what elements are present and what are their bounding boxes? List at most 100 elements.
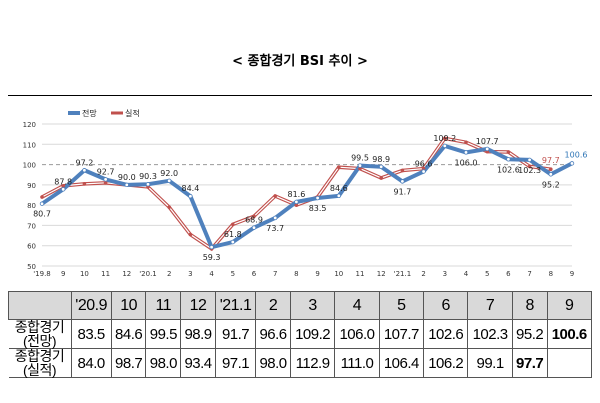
forecast-point	[357, 163, 363, 168]
forecast-point	[82, 168, 87, 173]
table-cell: 97.1	[214, 348, 257, 378]
forecast-data-label: 59.3	[203, 253, 221, 262]
x-tick-label: 12	[377, 270, 386, 278]
column-header: 6	[423, 291, 469, 320]
forecast-point	[569, 161, 575, 166]
data-table: '20.9 10 11 12'21.1 2 3 4 5 6 7 8 9 종합경기 (전망) 83.5 84.…	[8, 291, 592, 378]
forecast-data-label: 100.6	[565, 150, 588, 159]
x-tick-label: 12	[122, 270, 131, 278]
forecast-point	[463, 150, 469, 155]
forecast-data-label: 106.0	[455, 158, 478, 167]
forecast-data-label: 97.2	[75, 158, 93, 167]
forecast-data-label: 109.2	[433, 134, 456, 143]
actual-point	[273, 194, 278, 198]
row-label: 종합경기 (전망)	[8, 319, 72, 349]
forecast-data-label: 80.7	[33, 210, 51, 219]
x-tick-label: 5	[231, 270, 235, 278]
table-cell	[546, 348, 592, 378]
forecast-data-label: 84.6	[330, 184, 348, 193]
forecast-point	[485, 146, 490, 152]
x-tick-label: 6	[506, 270, 511, 278]
table-cell: 95.2	[511, 319, 548, 349]
x-tick-label: 5	[485, 270, 489, 278]
x-tick-label: 4	[209, 270, 214, 278]
forecast-data-label: 73.7	[266, 224, 284, 233]
row-label: 종합경기 (실적)	[8, 348, 72, 378]
forecast-point	[527, 157, 532, 163]
forecast-data-label: 96.6	[415, 159, 433, 168]
table-cell: 91.7	[214, 319, 257, 349]
table-cell: 112.9	[289, 348, 336, 378]
forecast-point	[103, 177, 108, 182]
column-header: 5	[378, 291, 425, 320]
actual-point	[549, 167, 553, 172]
table-cell: 83.5	[70, 319, 112, 349]
actual-point	[337, 165, 341, 170]
table-cell: 107.7	[378, 319, 425, 349]
forecast-point	[230, 239, 235, 245]
table-cell: 109.2	[289, 319, 336, 349]
table-cell: 102.6	[423, 319, 469, 349]
series-forecast-line	[40, 143, 573, 250]
table-cell: 102.3	[467, 319, 513, 349]
table-cell: 97.7	[511, 348, 548, 378]
x-tick-label: 4	[464, 270, 469, 278]
column-header: 8	[511, 291, 548, 320]
column-header: 3	[289, 291, 336, 320]
forecast-data-label: 81.6	[287, 190, 305, 199]
y-tick-label: 100	[23, 162, 36, 170]
line-chart: 50 60 70 80 90 100 110 120 '19.8 9 10 11 12 '20.1 2 3 4 5…	[23, 108, 588, 278]
actual-point	[82, 182, 87, 186]
forecast-data-label: 107.7	[476, 137, 499, 146]
y-tick-label: 50	[27, 263, 36, 271]
forecast-point	[421, 169, 426, 174]
column-header: 12	[180, 291, 216, 320]
actual-point	[231, 222, 235, 227]
x-tick-label: 11	[356, 270, 365, 278]
y-tick-label: 120	[23, 121, 36, 129]
table-header-row: '20.9 10 11 12'21.1 2 3 4 5 6 7 8 9	[8, 291, 592, 320]
forecast-data-label: 83.5	[309, 204, 327, 213]
x-tick-label: 7	[273, 270, 277, 278]
column-header: 11	[145, 291, 182, 320]
y-tick-label: 80	[27, 202, 36, 210]
table-cell: 111.0	[334, 348, 380, 378]
table-cell: 106.0	[334, 319, 380, 349]
forecast-data-label: 102.6	[497, 165, 520, 174]
x-tick-label: 10	[80, 270, 89, 278]
forecast-point	[61, 187, 66, 192]
table-cell: 98.0	[255, 348, 291, 378]
forecast-point	[273, 215, 278, 221]
forecast-point	[506, 157, 511, 162]
column-header: '21.1	[214, 291, 257, 320]
x-tick-label: 8	[294, 270, 298, 278]
actual-data-label: 97.7	[542, 156, 560, 165]
actual-point	[40, 195, 44, 199]
forecast-point	[251, 225, 257, 230]
table-cell: 106.4	[378, 348, 425, 378]
forecast-data-label: 84.4	[181, 184, 199, 193]
column-header: 2	[255, 291, 291, 320]
forecast-point	[166, 178, 172, 183]
x-tick-label: 7	[527, 270, 531, 278]
actual-point	[61, 184, 65, 188]
column-header: 4	[334, 291, 380, 320]
chart-title: < 종합경기 BSI 추이 >	[232, 54, 368, 69]
table-cell: 106.2	[423, 348, 469, 378]
forecast-data-label: 68.9	[245, 216, 263, 225]
actual-point	[506, 150, 511, 154]
forecast-data-label: 98.9	[372, 155, 390, 164]
forecast-data-label: 61.8	[224, 230, 242, 239]
actual-point	[167, 205, 171, 209]
table-row: 종합경기 (전망) 83.5 84.6 99.5 98.9 91.7 96.6 109.2 106…	[8, 319, 592, 349]
x-tick-label: 11	[101, 270, 110, 278]
x-tick-label: 3	[443, 270, 447, 278]
actual-point	[464, 140, 468, 145]
x-tick-label: 2	[167, 270, 171, 278]
actual-point	[252, 214, 256, 219]
x-tick-label: 3	[188, 270, 192, 278]
chart-area: 50 60 70 80 90 100 110 120 '19.8 9 10 11 12 '20.1 2 3 4 5…	[8, 95, 592, 284]
actual-point	[294, 203, 299, 207]
y-tick-label: 110	[23, 141, 36, 149]
table-cell: 100.6	[546, 319, 592, 349]
